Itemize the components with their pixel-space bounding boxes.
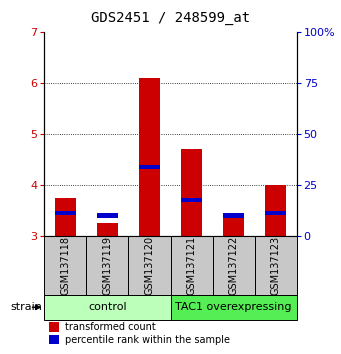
Bar [223, 213, 244, 218]
Bar [86, 236, 129, 295]
Bar [44, 236, 86, 295]
Bar [170, 236, 212, 295]
Text: GSM137122: GSM137122 [228, 236, 239, 295]
Bar [49, 335, 59, 344]
Bar [139, 165, 160, 169]
Bar [97, 223, 118, 236]
Bar [55, 211, 76, 215]
Text: GSM137121: GSM137121 [187, 236, 196, 295]
Text: transformed count: transformed count [64, 322, 155, 332]
Text: TAC1 overexpressing: TAC1 overexpressing [175, 302, 292, 312]
Bar [139, 78, 160, 236]
Text: GDS2451 / 248599_at: GDS2451 / 248599_at [91, 11, 250, 25]
Text: control: control [88, 302, 127, 312]
Text: percentile rank within the sample: percentile rank within the sample [64, 335, 229, 344]
Bar [181, 149, 202, 236]
Text: GSM137123: GSM137123 [271, 236, 281, 295]
Text: GSM137120: GSM137120 [145, 236, 154, 295]
Bar [55, 198, 76, 236]
Bar [44, 295, 170, 320]
Bar [265, 185, 286, 236]
Bar [255, 236, 297, 295]
Text: GSM137118: GSM137118 [60, 236, 70, 295]
Bar [49, 322, 59, 332]
Bar [97, 213, 118, 218]
Bar [223, 218, 244, 236]
Text: GSM137119: GSM137119 [102, 236, 113, 295]
Bar [181, 198, 202, 202]
Bar [129, 236, 170, 295]
Bar [265, 211, 286, 215]
Text: strain: strain [10, 302, 42, 312]
Bar [170, 295, 297, 320]
Bar [212, 236, 255, 295]
